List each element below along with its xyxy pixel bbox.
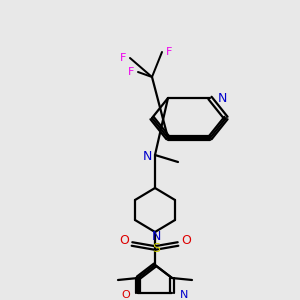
Text: F: F [120,53,126,63]
Text: S: S [152,242,160,256]
Text: O: O [121,290,130,300]
Text: N: N [180,290,188,300]
Text: F: F [128,67,134,77]
Text: O: O [181,235,191,248]
Text: N: N [218,92,227,104]
Text: O: O [119,235,129,248]
Text: N: N [151,230,161,244]
Text: N: N [142,151,152,164]
Text: F: F [166,47,172,57]
